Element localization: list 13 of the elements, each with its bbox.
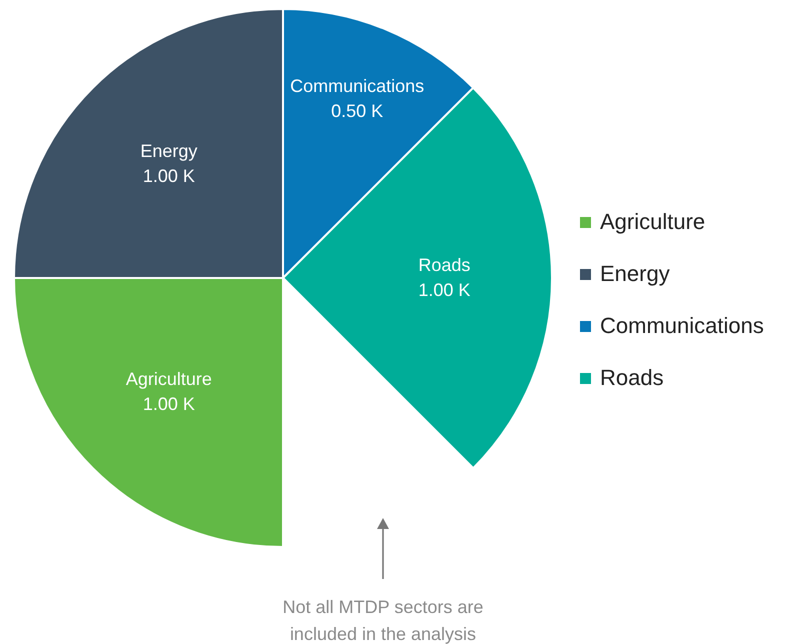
text: Not all MTDP sectors are included in the analysis xyxy=(282,596,484,644)
legend-label: Agriculture xyxy=(600,209,706,235)
slice-label: Energy xyxy=(140,140,198,161)
data-label: 0.50 K xyxy=(331,101,384,122)
data-label: 1.00 K xyxy=(142,394,195,414)
slice-label: Communications xyxy=(290,76,424,96)
slice-label: Agriculture xyxy=(126,369,212,390)
data-label: 1.00 K xyxy=(418,280,470,300)
data-label: 1.00 K xyxy=(142,166,195,186)
legend-label: Communications xyxy=(600,313,764,339)
legend-label: Energy xyxy=(600,261,670,287)
slice-label: Roads xyxy=(418,254,470,275)
legend-label: Roads xyxy=(600,365,664,391)
